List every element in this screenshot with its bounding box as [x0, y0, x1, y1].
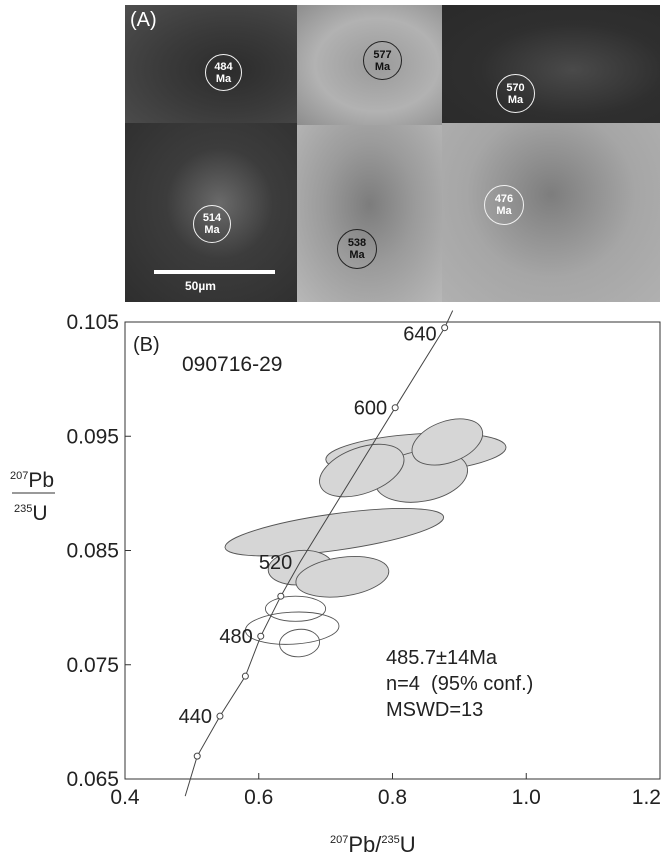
- concordia-plot: 440 480 520 600 640 0.065 0.075 0.085 0.095 0.10…: [10, 310, 661, 855]
- grain-image-4: 514 Ma: [125, 123, 297, 302]
- error-ellipse: [319, 443, 405, 498]
- grain-age-label: 476 Ma: [484, 185, 524, 225]
- concordia-age-label: 600: [354, 398, 387, 420]
- concordia-point: [241, 672, 249, 680]
- concordia-age-label: 520: [259, 552, 292, 574]
- panel-a-micrographs: 484 Ma 577 Ma 570 Ma 514 Ma 538 Ma 476 M…: [125, 5, 660, 302]
- grain-age-label: 484 Ma: [205, 54, 242, 91]
- grain-image-6: 476 Ma: [442, 123, 660, 302]
- panel-a-label: (A): [130, 9, 157, 31]
- grain-age-label: 538 Ma: [337, 229, 377, 269]
- concordia-points: [193, 324, 449, 760]
- error-ellipse: [264, 595, 327, 622]
- x-tick-label: 0.4: [110, 786, 140, 809]
- x-tick-label: 0.8: [378, 786, 407, 809]
- concordia-point: [441, 324, 449, 332]
- concordia-point: [277, 592, 285, 600]
- result-n: n=4 (95% conf.): [386, 673, 533, 695]
- y-axis-label-denominator: 235U: [14, 502, 48, 525]
- concordia-age-label: 480: [219, 626, 252, 648]
- concordia-point: [391, 404, 399, 412]
- y-tick-label: 0.095: [66, 425, 119, 448]
- concordia-point: [257, 632, 265, 640]
- x-axis-label: 207Pb/235U: [330, 832, 416, 855]
- y-tick-label: 0.085: [66, 540, 119, 563]
- error-ellipse: [411, 418, 484, 466]
- grain-age-label: 514 Ma: [193, 205, 231, 243]
- error-ellipse: [279, 628, 321, 658]
- concordia-age-label: 440: [179, 706, 212, 728]
- error-ellipse: [295, 556, 390, 598]
- grain-image-1: 484 Ma: [125, 5, 300, 123]
- grain-image-2: 577 Ma: [297, 5, 442, 125]
- concordia-point: [216, 712, 224, 720]
- y-axis-label-numerator: 207Pb: [10, 469, 54, 492]
- grain-age-label: 570 Ma: [496, 74, 535, 113]
- concordia-curve: [184, 310, 454, 797]
- grain-image-3: 570 Ma: [442, 5, 660, 123]
- panel-b-label: (B): [133, 334, 160, 356]
- x-tick-label: 1.2: [632, 786, 661, 809]
- result-mswd: MSWD=13: [386, 699, 483, 721]
- error-ellipses: [224, 418, 507, 658]
- result-age: 485.7±14Ma: [386, 647, 498, 669]
- scale-bar: [154, 270, 275, 274]
- grain-image-5: 538 Ma: [297, 125, 442, 302]
- concordia-point: [193, 752, 201, 760]
- x-tick-label: 1.0: [512, 786, 541, 809]
- y-tick-label: 0.105: [66, 311, 119, 334]
- scale-bar-label: 50µm: [185, 279, 216, 293]
- grain-age-label: 577 Ma: [363, 41, 402, 80]
- sample-id: 090716-29: [182, 353, 282, 376]
- y-axis-ticks: 0.065 0.075 0.085 0.095 0.105: [66, 311, 131, 791]
- y-tick-label: 0.075: [66, 654, 119, 677]
- concordia-age-label: 640: [403, 323, 436, 345]
- x-tick-label: 0.6: [244, 786, 273, 809]
- concordia-age-labels: 440 480 520 600 640: [179, 323, 437, 728]
- x-axis-ticks: 0.4 0.6 0.8 1.0 1.2: [110, 773, 661, 809]
- y-tick-label: 0.065: [66, 768, 119, 791]
- error-ellipse: [244, 611, 340, 645]
- error-ellipse: [224, 508, 445, 557]
